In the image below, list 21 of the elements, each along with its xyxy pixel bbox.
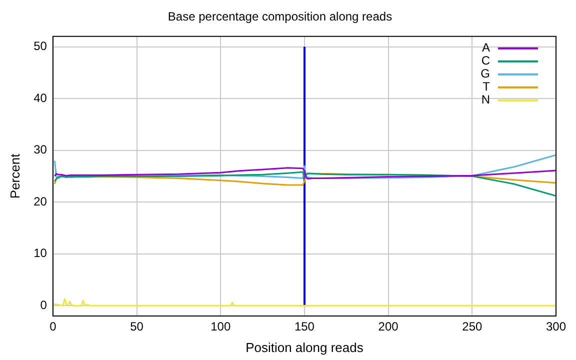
chart-title: Base percentage composition along reads bbox=[168, 10, 392, 24]
y-axis-title: Percent bbox=[7, 153, 22, 199]
x-axis-title: Position along reads bbox=[246, 340, 364, 355]
legend-label: C bbox=[481, 54, 490, 68]
legend-label: T bbox=[482, 80, 491, 94]
y-tick-label: 30 bbox=[34, 142, 48, 157]
y-tick-label: 50 bbox=[34, 39, 48, 54]
legend-label: G bbox=[480, 66, 490, 81]
legend-label: A bbox=[482, 40, 490, 55]
x-tick-label: 250 bbox=[462, 320, 482, 334]
y-tick-label: 10 bbox=[34, 246, 48, 260]
y-tick-label: 0 bbox=[40, 298, 48, 312]
y-tick-label: 20 bbox=[34, 194, 48, 208]
x-tick-label: 50 bbox=[130, 320, 144, 334]
x-tick-label: 150 bbox=[294, 320, 315, 334]
y-tick-label: 40 bbox=[34, 90, 48, 105]
x-tick-label: 300 bbox=[546, 320, 566, 334]
x-tick-label: 200 bbox=[378, 320, 399, 334]
x-tick-label: 0 bbox=[50, 320, 57, 334]
legend-label: N bbox=[481, 92, 490, 107]
x-tick-label: 100 bbox=[210, 320, 231, 334]
